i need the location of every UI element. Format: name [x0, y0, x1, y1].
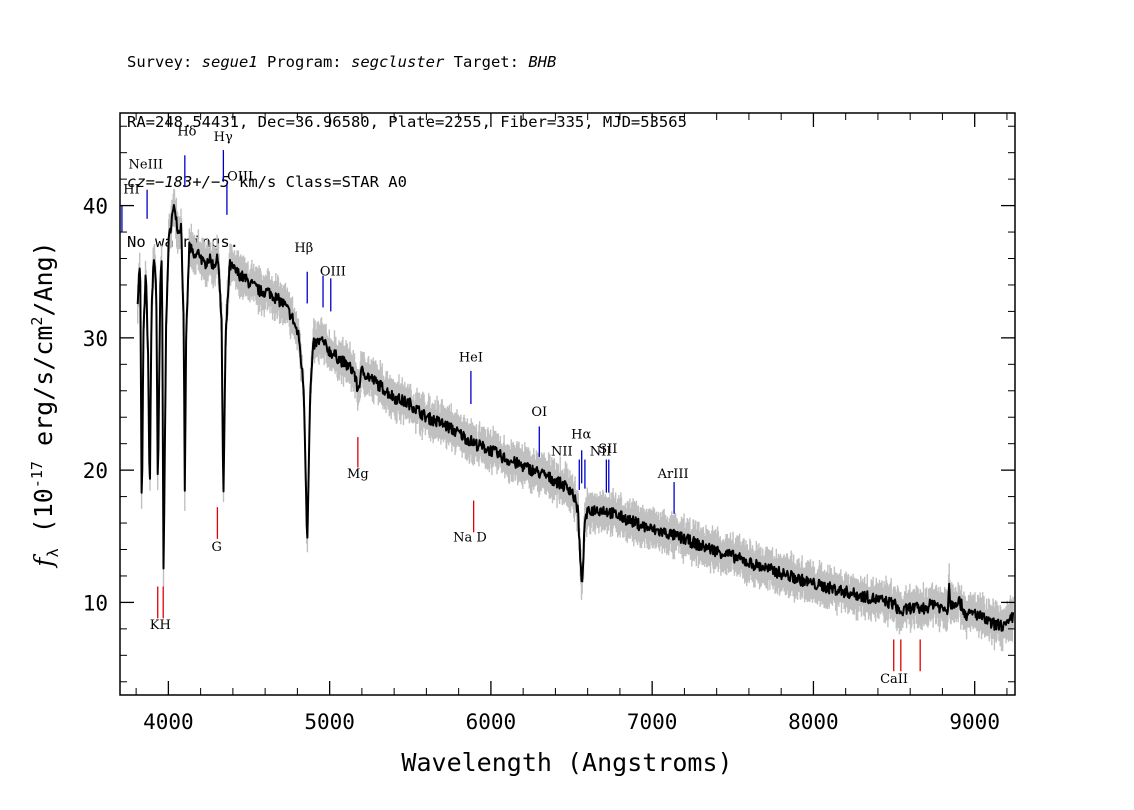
target-label: Target:: [444, 53, 529, 71]
spectrum-header: Survey: segue1 Program: segcluster Targe…: [127, 12, 687, 272]
y-tick-label: 20: [83, 459, 108, 483]
flux-error-band: [137, 188, 1014, 652]
y-tick-label: 10: [83, 591, 108, 615]
flux-line: [136, 204, 1015, 632]
survey-value: segue1: [201, 53, 258, 71]
line-marker-label: HI: [123, 183, 139, 198]
line-marker-label: G: [212, 540, 222, 555]
line-marker-label: NII: [551, 445, 573, 460]
line-marker-label: Hα: [571, 427, 591, 442]
y-axis-exponent-2: 2: [28, 317, 46, 326]
x-tick-label: 9000: [949, 710, 1000, 734]
flux-series: [136, 204, 1015, 632]
line-marker-label: Hγ: [214, 130, 233, 145]
line-marker-label: NeIII: [129, 158, 163, 173]
y-axis-exponent: -17: [28, 461, 46, 488]
axis-ticks: 4000 5000 6000 7000 8000 9000 10 20 30 40: [83, 113, 1015, 734]
x-tick-label: 5000: [304, 710, 355, 734]
class-value: km/s Class=STAR A0: [229, 173, 407, 191]
line-marker-label: Hβ: [294, 241, 313, 256]
y-axis-symbol: f: [29, 554, 58, 569]
plot-frame: [119, 112, 1016, 696]
x-tick-label: 6000: [466, 710, 517, 734]
survey-label: Survey:: [127, 53, 202, 71]
line-marker-label: Na D: [453, 531, 487, 546]
y-axis-unit-end: /Ang): [29, 241, 58, 316]
header-line-2: RA=248.54431, Dec=36.96580, Plate=2255, …: [127, 113, 687, 131]
line-marker-label: SII: [598, 442, 617, 457]
target-value: BHB: [528, 53, 557, 71]
line-marker-label: CaII: [880, 672, 908, 687]
line-marker-label: NII: [590, 445, 612, 460]
line-marker-label: Hδ: [177, 124, 196, 139]
line-marker-label: OIII: [227, 169, 253, 184]
svg-text:fλ (10-17 erg/s/cm2/Ang): fλ (10-17 erg/s/cm2/Ang): [28, 241, 62, 568]
line-marker-label: ArIII: [657, 467, 689, 482]
line-marker-label: Mg: [347, 467, 369, 482]
y-tick-label: 30: [83, 327, 108, 351]
header-line-1: Survey: segue1 Program: segcluster Targe…: [127, 52, 687, 72]
error-band: [137, 188, 1014, 652]
line-marker-label: KH: [150, 618, 171, 633]
redshift-value: cz=−183+/−5: [127, 173, 230, 191]
y-axis-unit-mid: erg/s/cm: [29, 326, 58, 446]
x-tick-label: 7000: [627, 710, 678, 734]
y-axis-subscript: λ: [44, 548, 62, 557]
x-tick-label: 8000: [788, 710, 839, 734]
y-tick-label: 40: [83, 195, 108, 219]
y-axis-title: fλ (10-17 erg/s/cm2/Ang): [28, 241, 62, 568]
program-value: segcluster: [350, 53, 445, 71]
header-line-3: cz=−183+/−5 km/s Class=STAR A0: [127, 172, 687, 192]
program-label: Program:: [257, 53, 351, 71]
x-tick-label: 4000: [143, 710, 194, 734]
line-marker-label: OIII: [320, 265, 346, 280]
x-axis-title: Wavelength (Angstroms): [401, 748, 732, 777]
y-axis-unit-start: (10: [29, 488, 58, 533]
line-marker-label: HeI: [459, 351, 483, 366]
line-marker-label: OI: [531, 405, 547, 420]
